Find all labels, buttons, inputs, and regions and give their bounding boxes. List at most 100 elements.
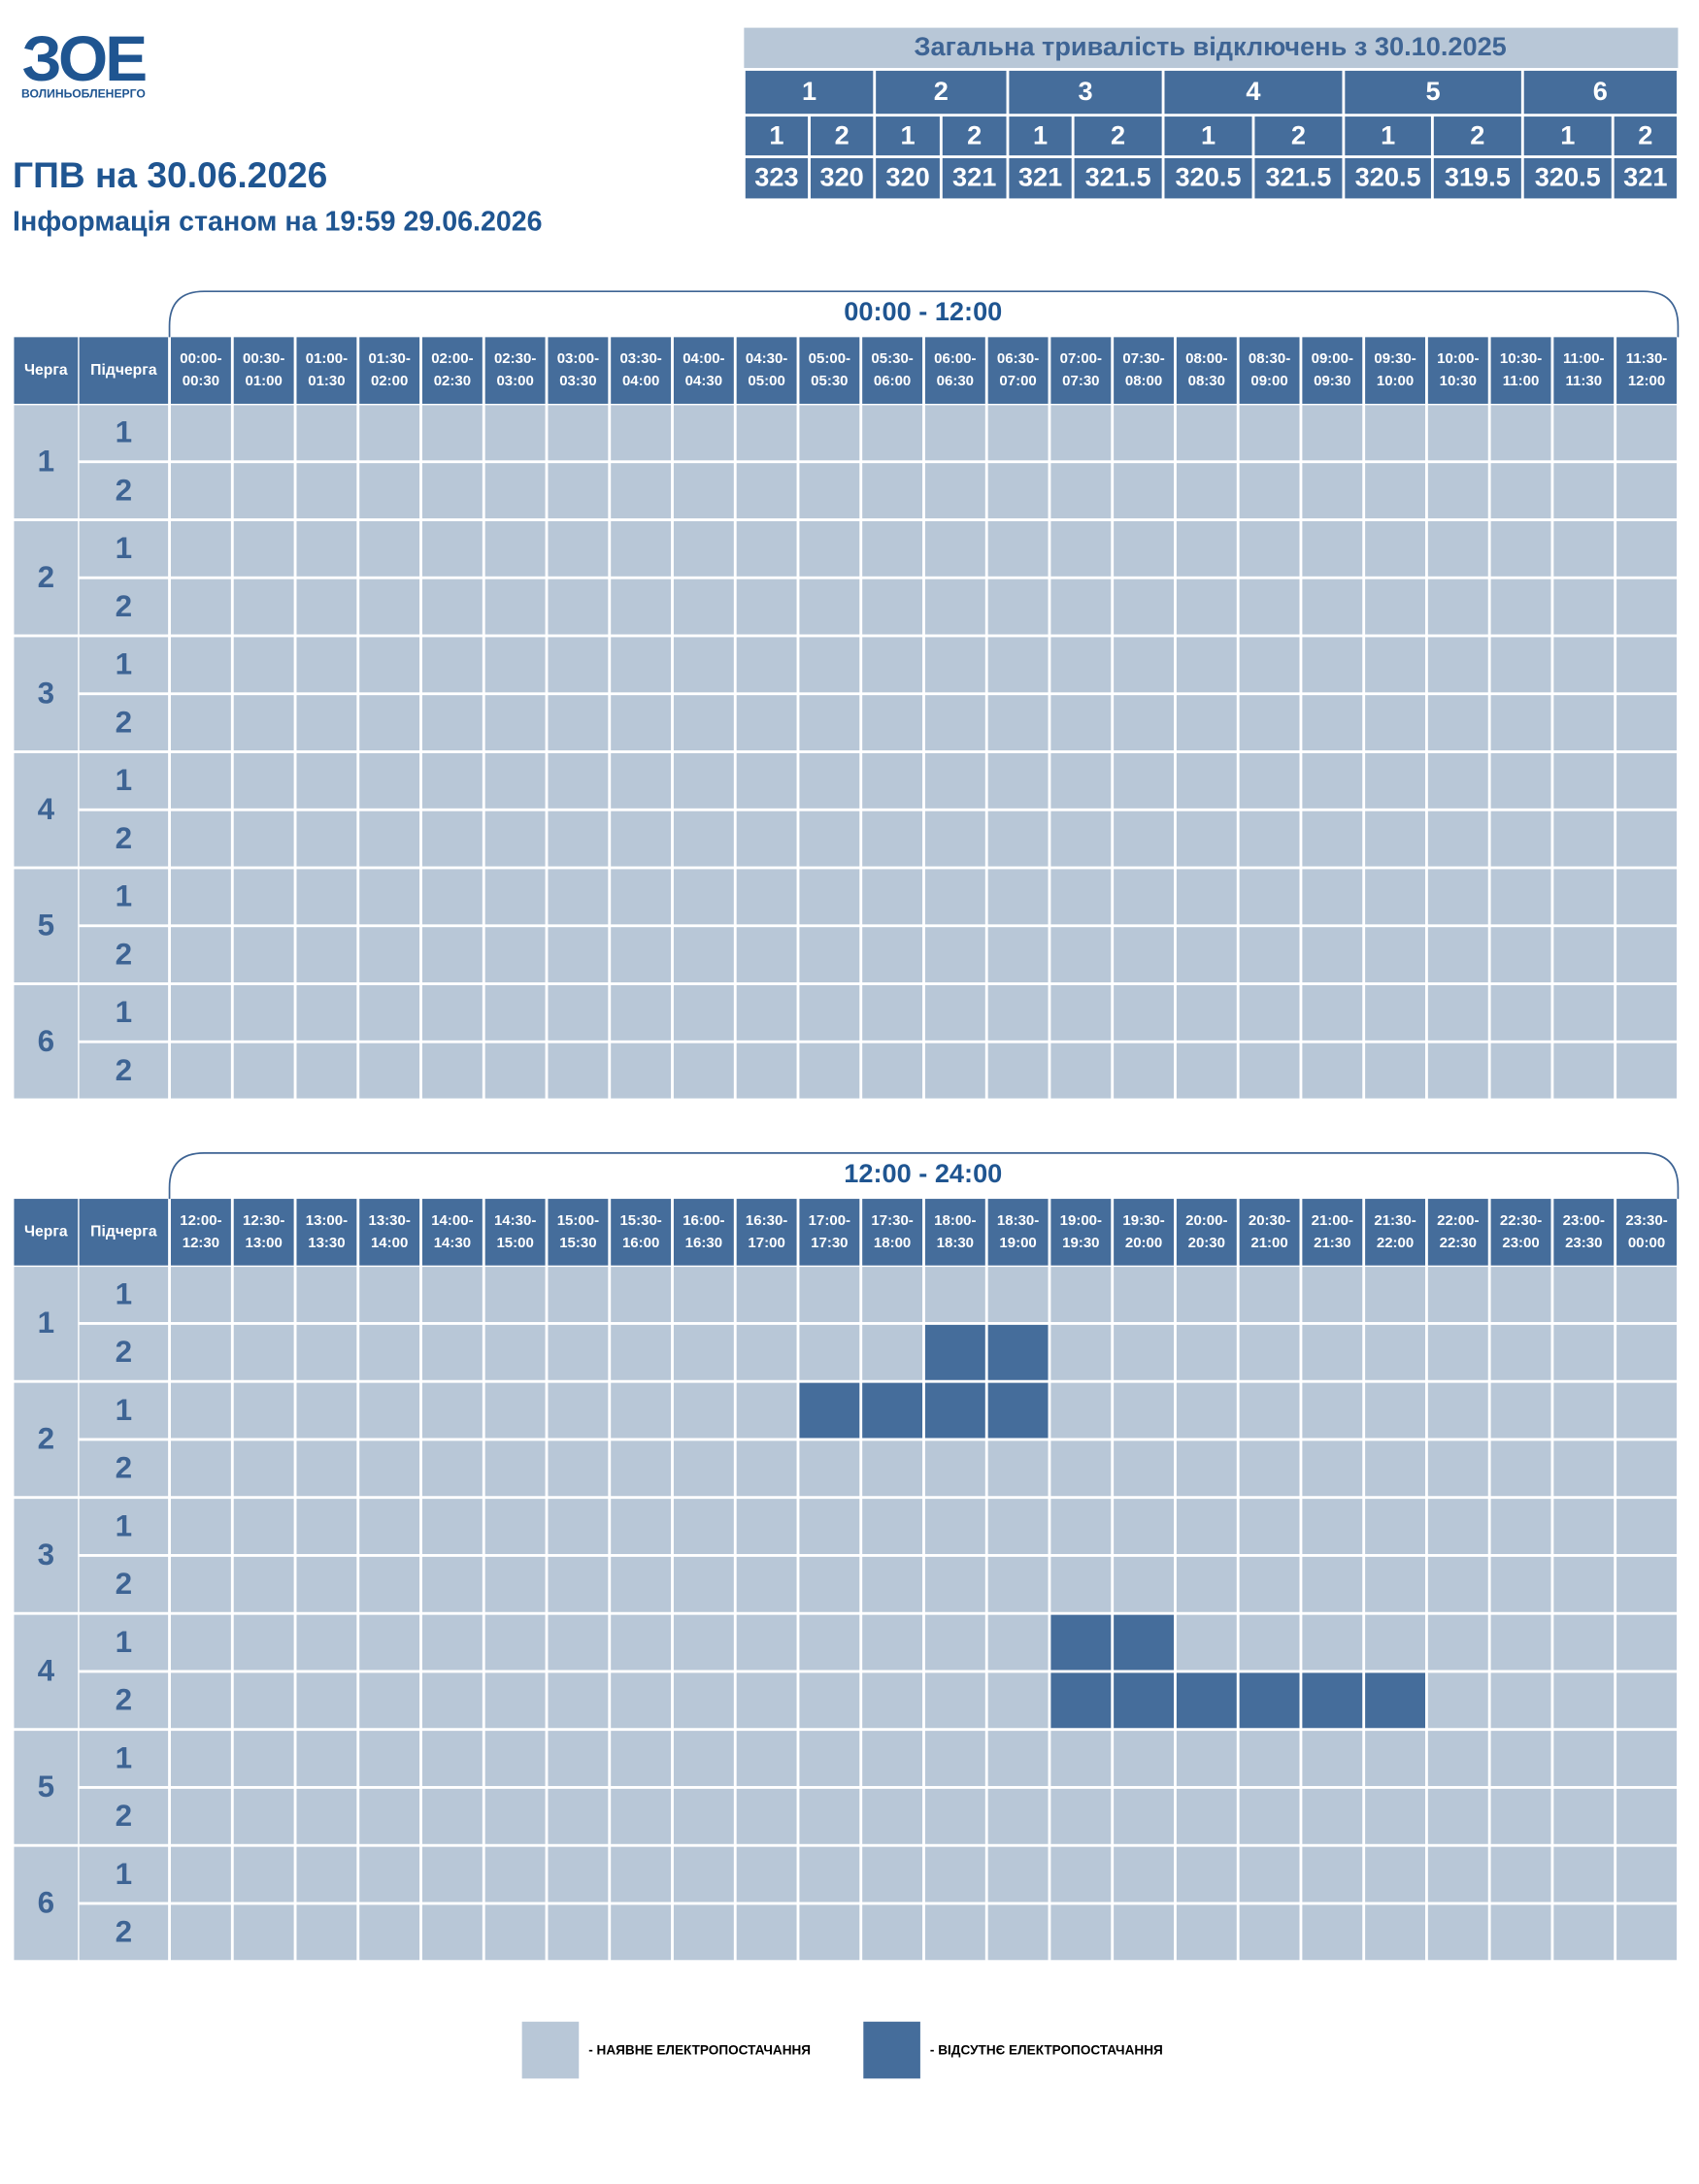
slot-cell: [1239, 1499, 1300, 1555]
slot-cell: [170, 984, 231, 1041]
sub-label: 2: [116, 1567, 132, 1601]
slot-cell: [1490, 1846, 1551, 1903]
slot-cell: [1302, 1267, 1363, 1323]
slot-cell: [170, 637, 231, 693]
queue-label: 6: [38, 1024, 54, 1058]
header-cell: [421, 337, 483, 404]
slot-start: 19:00-: [1060, 1212, 1102, 1229]
slot-start: 18:00-: [934, 1212, 976, 1229]
slot-cell: [736, 1904, 797, 1961]
sub-cell: [79, 1382, 169, 1439]
slot-cell: [1427, 811, 1488, 867]
slot-start: 10:30-: [1500, 350, 1542, 367]
slot-cell: [548, 695, 609, 751]
slot-start: 02:00-: [431, 350, 473, 367]
slot-cell: [170, 1904, 231, 1961]
slot-cell: [1365, 1731, 1425, 1787]
slot-cell: [799, 752, 860, 809]
slot-cell: [1616, 1556, 1677, 1612]
value: 321.5: [1265, 162, 1331, 192]
slot-cell: [548, 1499, 609, 1555]
slot-cell: [736, 1042, 797, 1099]
slot-cell: [1490, 1324, 1551, 1380]
slot-cell: [1490, 405, 1551, 461]
slot-cell: [1616, 520, 1677, 577]
sub-cell: [79, 1267, 169, 1323]
slot-cell: [1176, 1904, 1237, 1961]
slot-cell: [987, 1267, 1049, 1323]
slot-cell: [862, 1382, 923, 1439]
slot-end: 20:00: [1125, 1235, 1162, 1251]
slot-cell: [296, 984, 357, 1041]
sub-cell: [1074, 116, 1162, 156]
slot-cell: [799, 1499, 860, 1555]
sub-cell: [79, 405, 169, 461]
slot-cell: [421, 1267, 483, 1323]
slot-cell: [1553, 1499, 1615, 1555]
slot-cell: [987, 1788, 1049, 1844]
slot-cell: [1050, 1499, 1112, 1555]
sub-label: 1: [116, 1625, 132, 1659]
sub-cell: [79, 752, 169, 809]
slot-cell: [359, 405, 420, 461]
slot-cell: [987, 405, 1049, 461]
slot-cell: [1553, 1556, 1615, 1612]
slot-cell: [736, 1267, 797, 1323]
sub-cell: [79, 1440, 169, 1497]
header-cell: [1114, 337, 1175, 404]
queue-cell: [14, 1731, 79, 1844]
slot-cell: [987, 1042, 1049, 1099]
header-cell: [233, 1199, 294, 1266]
sub-cell: [942, 116, 1007, 156]
value-cell: [1164, 157, 1252, 199]
slot-end: 15:00: [496, 1235, 533, 1251]
slot-cell: [233, 579, 294, 635]
slot-cell: [673, 1904, 734, 1961]
slot-cell: [1553, 463, 1615, 519]
slot-cell: [987, 1672, 1049, 1729]
summary-title-cell: [744, 27, 1679, 69]
header-cell: [484, 1199, 546, 1266]
slot-cell: [611, 811, 672, 867]
slot-cell: [611, 1672, 672, 1729]
slot-cell: [296, 637, 357, 693]
slot-cell: [1114, 1440, 1175, 1497]
slot-cell: [170, 1731, 231, 1787]
slot-cell: [1427, 579, 1488, 635]
slot-cell: [548, 927, 609, 983]
slot-cell: [548, 1672, 609, 1729]
slot-cell: [1616, 1846, 1677, 1903]
header-cell: [296, 337, 357, 404]
sub-cell: [1433, 116, 1521, 156]
slot-cell: [673, 695, 734, 751]
slot-cell: [1176, 1614, 1237, 1671]
slot-start: 12:00-: [180, 1212, 221, 1229]
slot-cell: [548, 520, 609, 577]
slot-cell: [1616, 579, 1677, 635]
sub-label: 1: [116, 995, 132, 1029]
slot-cell: [1239, 463, 1300, 519]
slot-cell: [233, 1904, 294, 1961]
queue-label: 3: [38, 676, 54, 710]
value-cell: [1254, 157, 1343, 199]
slot-cell: [296, 1672, 357, 1729]
slot-end: 08:30: [1188, 373, 1225, 389]
slot-cell: [673, 1267, 734, 1323]
sub-label: 1: [1201, 120, 1216, 150]
slot-start: 02:30-: [494, 350, 536, 367]
slot-cell: [1553, 1614, 1615, 1671]
header-cell: [1553, 337, 1615, 404]
slot-cell: [924, 463, 985, 519]
slot-end: 09:30: [1314, 373, 1350, 389]
slot-end: 14:30: [434, 1235, 471, 1251]
header-cell: [421, 1199, 483, 1266]
slot-cell: [611, 405, 672, 461]
value: 321.5: [1085, 162, 1151, 192]
slot-start: 05:00-: [809, 350, 850, 367]
slot-cell: [421, 1556, 483, 1612]
sub-label: 2: [1470, 120, 1484, 150]
slot-cell: [1114, 1846, 1175, 1903]
slot-cell: [548, 811, 609, 867]
sub-label: 2: [116, 1451, 132, 1485]
slot-cell: [1427, 1904, 1488, 1961]
